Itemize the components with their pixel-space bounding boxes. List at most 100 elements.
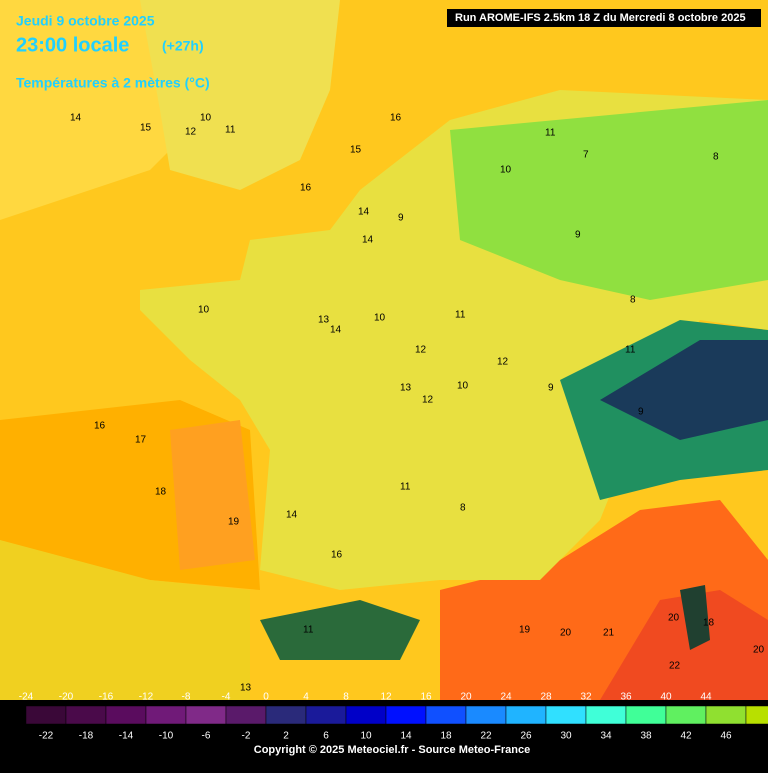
scale-label-top: -16 xyxy=(99,692,114,703)
temp-label: 11 xyxy=(303,625,314,636)
date: Jeudi 9 octobre 2025 xyxy=(16,13,155,29)
run-info: Run AROME-IFS 2.5km 18 Z du Mercredi 8 o… xyxy=(455,12,746,24)
temp-label: 14 xyxy=(362,235,374,246)
temp-label: 11 xyxy=(225,125,236,136)
temp-label: 8 xyxy=(713,152,719,163)
scale-label-bottom: -14 xyxy=(119,731,134,742)
scale-label-top: 0 xyxy=(263,692,269,703)
temp-label: 9 xyxy=(638,407,644,418)
east-green xyxy=(450,100,768,300)
temp-label: 11 xyxy=(545,128,556,139)
scale-label-bottom: -6 xyxy=(202,731,211,742)
scale-label-bottom: -22 xyxy=(39,731,54,742)
parameter: Températures à 2 mètres (°C) xyxy=(16,75,210,91)
scale-label-top: 40 xyxy=(660,692,672,703)
temp-label: 12 xyxy=(422,395,434,406)
scale-label-bottom: 46 xyxy=(720,731,732,742)
scale-label-top: 28 xyxy=(540,692,552,703)
alps-high xyxy=(600,340,768,440)
scale-label-bottom: 22 xyxy=(480,731,492,742)
run-bg xyxy=(447,9,761,27)
temp-label: 8 xyxy=(630,295,636,306)
scale-label-bottom: 34 xyxy=(600,731,612,742)
temp-label: 8 xyxy=(460,503,466,514)
scale-label-top: 8 xyxy=(343,692,349,703)
scale-cell xyxy=(225,705,267,725)
scale-label-bottom: 26 xyxy=(520,731,532,742)
scale-label-top: -20 xyxy=(59,692,74,703)
temp-label: 10 xyxy=(374,313,386,324)
temp-label: 22 xyxy=(669,661,681,672)
scale-cell xyxy=(705,705,747,725)
temp-label: 10 xyxy=(198,305,210,316)
temp-label: 15 xyxy=(350,145,362,156)
scale-label-bottom: 18 xyxy=(440,731,452,742)
scale-cell xyxy=(385,705,427,725)
spain-north xyxy=(0,540,250,700)
temp-label: 17 xyxy=(135,435,147,446)
temp-label: 14 xyxy=(70,113,82,124)
scale-label-top: 44 xyxy=(700,692,712,703)
scale-cell xyxy=(625,705,667,725)
temp-label: 19 xyxy=(228,517,240,528)
temp-label: 20 xyxy=(753,645,765,656)
temp-label: 13 xyxy=(318,315,330,326)
scale-label-bottom: -2 xyxy=(242,731,251,742)
temp-label: 16 xyxy=(94,421,106,432)
temp-label: 14 xyxy=(286,510,298,521)
temp-label: 14 xyxy=(330,325,342,336)
scale-label-bottom: 2 xyxy=(283,731,289,742)
med-east xyxy=(600,590,768,700)
temp-label: 11 xyxy=(455,310,466,321)
pyrenees xyxy=(260,600,420,660)
scale-label-top: 36 xyxy=(620,692,632,703)
scale-label-bottom: 6 xyxy=(323,731,329,742)
temp-label: 7 xyxy=(583,150,589,161)
temp-label: 16 xyxy=(331,550,343,561)
temp-label: 12 xyxy=(415,345,427,356)
scale-cell xyxy=(745,705,768,725)
scale-label-top: 16 xyxy=(420,692,432,703)
temp-label: 11 xyxy=(400,482,411,493)
temp-label: 10 xyxy=(200,113,212,124)
scale-cell xyxy=(185,705,227,725)
scale-cell xyxy=(265,705,307,725)
temp-label: 18 xyxy=(155,487,167,498)
temp-label: 20 xyxy=(560,628,572,639)
scale-label-top: -4 xyxy=(222,692,231,703)
scale-label-top: 20 xyxy=(460,692,472,703)
uk xyxy=(140,0,340,190)
temp-label: 18 xyxy=(703,618,715,629)
temp-label: 21 xyxy=(603,628,615,639)
temp-label: 13 xyxy=(240,683,252,694)
scale-cell xyxy=(505,705,547,725)
temp-label: 9 xyxy=(398,213,404,224)
scale-cell xyxy=(65,705,107,725)
temp-label: 12 xyxy=(497,357,509,368)
scale-label-bottom: 30 xyxy=(560,731,572,742)
scale-label-bottom: 14 xyxy=(400,731,412,742)
temp-label: 13 xyxy=(400,383,412,394)
scale-cell xyxy=(545,705,587,725)
temp-label: 20 xyxy=(668,613,680,624)
scale-label-bottom: -18 xyxy=(79,731,94,742)
scale-label-top: -8 xyxy=(182,692,191,703)
scale-label-top: -12 xyxy=(139,692,154,703)
scale-cell xyxy=(665,705,707,725)
temp-label: 9 xyxy=(575,230,581,241)
scale-label-top: 4 xyxy=(303,692,309,703)
temp-label: 10 xyxy=(500,165,512,176)
temp-label: 10 xyxy=(457,381,469,392)
scale-label-top: 12 xyxy=(380,692,392,703)
scale-label-bottom: 38 xyxy=(640,731,652,742)
scale-cell xyxy=(585,705,627,725)
warm-sea xyxy=(170,420,255,570)
scale-cell xyxy=(25,705,67,725)
corsica xyxy=(680,585,710,650)
temp-label: 9 xyxy=(548,383,554,394)
scale-label-bottom: 10 xyxy=(360,731,372,742)
time: 23:00 locale xyxy=(16,34,129,56)
scale-cell xyxy=(345,705,387,725)
scale-label-top: 32 xyxy=(580,692,592,703)
